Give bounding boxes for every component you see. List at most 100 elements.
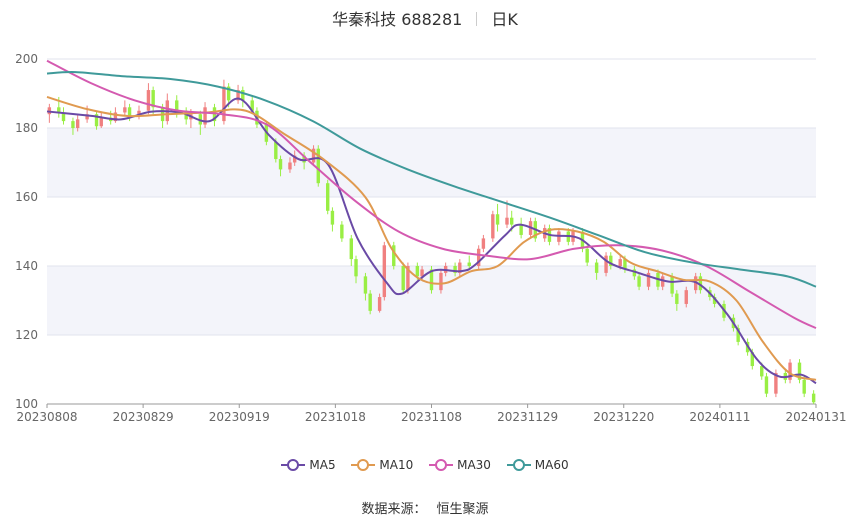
- candle-body: [670, 276, 674, 294]
- legend-ma5[interactable]: MA5: [281, 458, 336, 472]
- candle-body: [203, 107, 207, 125]
- series-line-ma60: [46, 71, 817, 288]
- candle-body: [392, 245, 396, 266]
- candle-body: [623, 259, 627, 270]
- y-tick-label: 180: [15, 121, 38, 135]
- candle-body: [811, 393, 816, 403]
- candle-body: [146, 90, 151, 111]
- candle-body: [61, 112, 66, 122]
- candle-body: [660, 276, 665, 287]
- legend-ma30[interactable]: MA30: [429, 458, 491, 472]
- candle-body: [491, 214, 495, 239]
- x-tick-label: 20240131: [785, 410, 846, 424]
- candle-body: [316, 148, 320, 184]
- legend-ma10-label: MA10: [379, 458, 414, 472]
- x-tick-label: 20230808: [16, 410, 77, 424]
- candle-body: [415, 266, 420, 277]
- candle-body: [302, 155, 306, 163]
- candle-body: [330, 210, 335, 225]
- candle-body: [505, 217, 509, 225]
- period-label: 日K: [491, 10, 518, 29]
- candle-body: [453, 266, 457, 273]
- candle-body: [94, 114, 99, 127]
- legend-ma60-marker: [506, 459, 531, 471]
- candle-body: [439, 272, 443, 291]
- candle-body: [519, 224, 523, 235]
- candle-body: [646, 272, 651, 287]
- candle-body: [406, 266, 410, 291]
- candle-body: [609, 255, 613, 266]
- candle-body: [760, 366, 764, 377]
- candle-body: [363, 276, 368, 294]
- legend-ma60[interactable]: MA60: [506, 458, 569, 472]
- candle-body: [340, 224, 344, 239]
- candle-body: [151, 90, 155, 108]
- candle-body: [288, 162, 292, 170]
- y-tick-label: 200: [15, 52, 38, 66]
- y-tick-label: 100: [15, 397, 38, 411]
- candle-body: [123, 107, 127, 113]
- source-value: 恒生聚源: [436, 502, 489, 517]
- series-line-ma5: [46, 97, 817, 385]
- candle-body: [420, 269, 424, 277]
- candle-body: [510, 217, 514, 225]
- x-tick-label: 20231108: [401, 410, 462, 424]
- candle-body: [236, 90, 240, 101]
- candle-body: [618, 259, 622, 266]
- legend-ma5-marker: [281, 459, 306, 471]
- candlestick-chart: 100 120 140 160 180 200 20230808 20230829 202309…: [15, 52, 846, 424]
- candle-body: [481, 238, 486, 249]
- candle-body: [75, 119, 80, 128]
- candle-body: [292, 155, 297, 163]
- candle-body: [226, 86, 231, 101]
- title-divider: [476, 12, 478, 26]
- y-tick-label: 120: [15, 328, 38, 342]
- grid-band: [47, 128, 816, 197]
- candle-body: [250, 100, 254, 111]
- stock-name: 华秦科技 688281: [332, 10, 463, 29]
- candle-body: [368, 293, 372, 311]
- legend-ma5-label: MA5: [309, 458, 336, 472]
- y-tick-label: 140: [15, 259, 38, 273]
- candle-body: [632, 269, 637, 277]
- candle-body: [797, 362, 802, 380]
- series-line-ma30: [46, 59, 817, 330]
- candle-body: [401, 266, 405, 291]
- x-tick-label: 20230919: [209, 410, 270, 424]
- candle-body: [458, 262, 462, 273]
- candle-body: [354, 259, 358, 277]
- candle-body: [764, 376, 769, 394]
- source-label: 数据来源：: [361, 502, 427, 517]
- candle-body: [85, 114, 89, 120]
- candle-body: [377, 297, 382, 311]
- candle-body: [113, 112, 118, 122]
- candle-body: [712, 297, 717, 304]
- x-tick-label: 20240111: [689, 410, 750, 424]
- legend-ma60-label: MA60: [534, 458, 569, 472]
- legend-ma30-marker: [429, 459, 454, 471]
- candle-body: [278, 159, 283, 170]
- candle-body: [241, 90, 245, 101]
- candle-body: [382, 245, 387, 298]
- candle-body: [802, 379, 806, 394]
- chart-title: 华秦科技 688281 日K: [0, 6, 850, 30]
- y-tick-label: 160: [15, 190, 38, 204]
- candle-body: [349, 238, 353, 260]
- candle-body: [675, 293, 679, 304]
- x-tick-label: 20231220: [593, 410, 654, 424]
- candle-body: [495, 214, 500, 225]
- candle-body: [594, 262, 599, 273]
- candle-body: [788, 362, 792, 380]
- candle-body: [604, 255, 608, 273]
- candle-body: [736, 328, 740, 342]
- legend-ma10[interactable]: MA10: [351, 458, 413, 472]
- candle-body: [71, 121, 75, 128]
- legend: MA5 MA10 MA30 MA60: [0, 458, 850, 475]
- candle-body: [698, 276, 703, 291]
- x-tick-label: 20230829: [113, 410, 174, 424]
- data-source: 数据来源： 恒生聚源: [0, 498, 850, 517]
- legend-ma30-label: MA30: [457, 458, 491, 472]
- candle-body: [274, 141, 278, 160]
- candle-body: [637, 276, 641, 287]
- candle-body: [476, 248, 481, 266]
